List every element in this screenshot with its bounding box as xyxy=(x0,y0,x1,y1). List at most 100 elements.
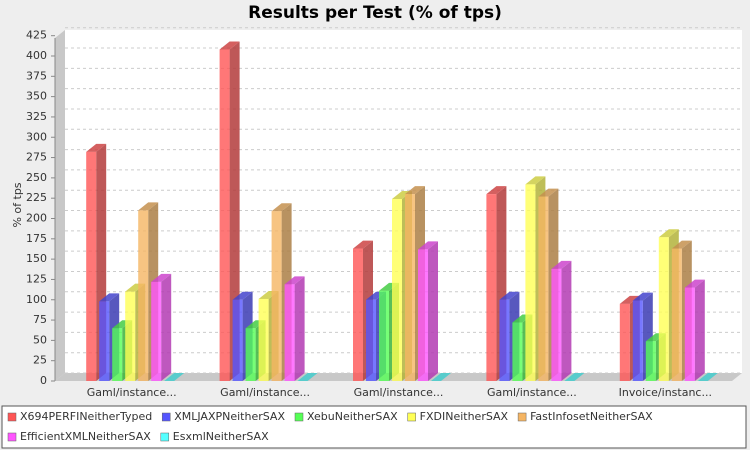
bar xyxy=(418,249,428,381)
bar-top xyxy=(164,373,185,381)
bar-top xyxy=(151,273,172,282)
bar xyxy=(151,281,162,381)
bar-top xyxy=(525,176,546,185)
bar xyxy=(551,268,562,381)
bar xyxy=(632,300,643,381)
bar xyxy=(619,303,630,381)
legend-swatch xyxy=(161,412,171,422)
bar xyxy=(86,151,97,381)
y-tick-label: 200 xyxy=(26,212,47,225)
x-tick-label: Gaml/instance... xyxy=(354,386,444,399)
bar xyxy=(379,290,389,381)
legend-label: XMLJAXPNeitherSAX xyxy=(174,410,285,423)
y-tick-label: 75 xyxy=(33,313,47,326)
bar xyxy=(512,322,523,381)
bar xyxy=(353,248,363,381)
y-tick-label: 350 xyxy=(26,90,47,103)
y-tick-label: 150 xyxy=(26,252,47,265)
bar-top xyxy=(632,292,653,301)
bar xyxy=(99,301,110,381)
bar-top xyxy=(284,276,305,285)
y-tick-label: 300 xyxy=(26,130,47,143)
x-tick-label: Invoice/instanc... xyxy=(619,386,712,399)
legend-label: FastInfosetNeitherSAX xyxy=(530,410,653,423)
bar-top xyxy=(431,373,451,381)
legend-swatch xyxy=(517,412,527,422)
bar xyxy=(405,194,415,381)
legend-label: XebuNeitherSAX xyxy=(307,410,398,423)
y-tick-label: 100 xyxy=(26,293,47,306)
bar xyxy=(219,49,230,381)
y-tick-label: 25 xyxy=(33,354,47,367)
bar-top xyxy=(86,143,107,152)
bar-side xyxy=(294,276,305,381)
bar-top xyxy=(538,188,559,197)
legend-label: FXDINeitherSAX xyxy=(420,410,509,423)
bar-top xyxy=(418,241,438,250)
bar xyxy=(486,194,497,381)
bar xyxy=(284,284,295,381)
y-tick-label: 225 xyxy=(26,191,47,204)
y-tick-label: 125 xyxy=(26,272,47,285)
y-tick-label: 325 xyxy=(26,110,47,123)
legend-swatch xyxy=(294,412,304,422)
bar-top xyxy=(658,229,679,238)
bar-top xyxy=(297,373,318,381)
y-tick-label: 275 xyxy=(26,151,47,164)
bar xyxy=(658,237,669,381)
bar xyxy=(392,199,402,381)
bar xyxy=(525,184,536,381)
bar-top xyxy=(671,240,692,249)
y-axis-label: % of tps xyxy=(11,182,24,227)
bar-top xyxy=(499,291,520,300)
bar-top xyxy=(697,373,718,381)
bar-top xyxy=(684,279,705,288)
bar-top xyxy=(219,41,240,50)
y-tick-label: 375 xyxy=(26,69,47,82)
bar xyxy=(125,291,136,381)
bar-top xyxy=(138,202,159,211)
bar-top xyxy=(405,186,425,195)
left-wall xyxy=(55,30,65,381)
bar-top xyxy=(99,293,120,302)
bar xyxy=(645,341,656,381)
bar xyxy=(366,299,376,381)
x-tick-label: Gaml/instance... xyxy=(487,386,577,399)
bar xyxy=(271,211,282,381)
bar xyxy=(232,299,243,381)
bar xyxy=(138,210,149,381)
x-tick-label: Gaml/instance... xyxy=(87,386,177,399)
y-tick-label: 175 xyxy=(26,232,47,245)
y-tick-label: 250 xyxy=(26,171,47,184)
bar-top xyxy=(486,186,507,195)
bar xyxy=(245,328,256,381)
bar-top xyxy=(564,373,585,381)
bar xyxy=(258,298,269,381)
bar-side xyxy=(694,279,705,381)
bar xyxy=(671,248,682,381)
legend-swatch xyxy=(407,412,416,422)
legend-swatch xyxy=(7,432,17,442)
y-tick-label: 425 xyxy=(26,29,47,42)
bar-side xyxy=(161,273,172,381)
bar-side xyxy=(561,260,572,381)
legend-label: EfficientXMLNeitherSAX xyxy=(20,430,151,443)
bar xyxy=(112,328,123,381)
bar xyxy=(684,287,695,381)
bar-top xyxy=(232,291,253,300)
bar-top xyxy=(551,260,572,269)
bar xyxy=(538,196,549,381)
legend-label: X694PERFINeitherTyped xyxy=(20,410,152,423)
legend-label: EsxmlNeitherSAX xyxy=(173,430,269,443)
y-tick-label: 400 xyxy=(26,49,47,62)
legend xyxy=(1,405,747,449)
y-tick-label: 0 xyxy=(40,374,47,387)
x-tick-label: Gaml/instance... xyxy=(220,386,310,399)
chart-title: Results per Test (% of tps) xyxy=(248,3,502,23)
y-tick-label: 50 xyxy=(33,333,47,346)
bar-side xyxy=(229,41,240,381)
bar-top xyxy=(271,203,292,212)
legend-swatch xyxy=(160,432,170,442)
bar-top xyxy=(619,295,640,304)
